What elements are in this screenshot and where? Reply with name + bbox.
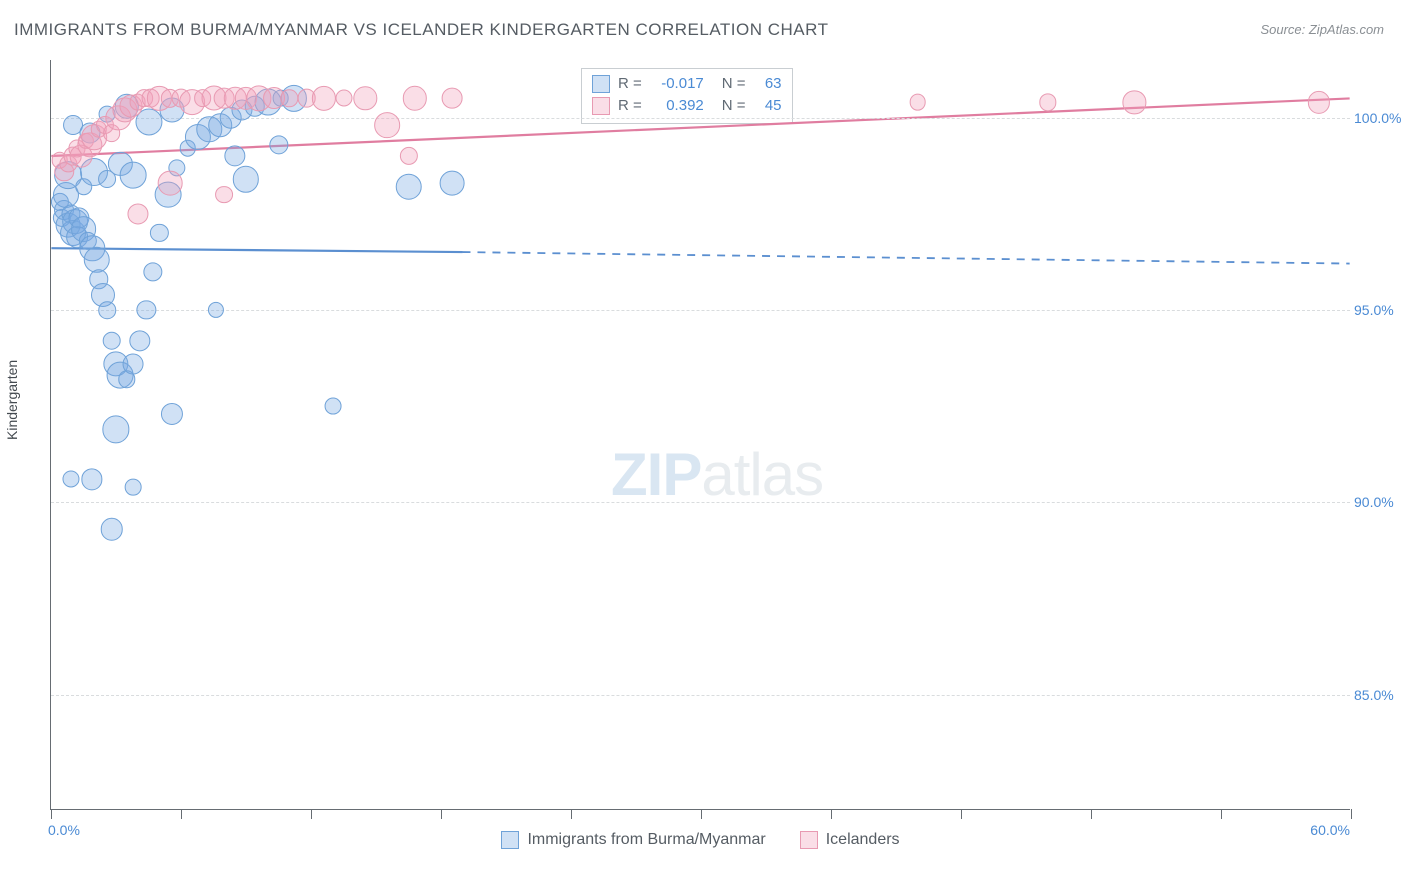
series-legend: Immigrants from Burma/Myanmar Icelanders xyxy=(51,831,1350,849)
data-point xyxy=(441,88,462,109)
gridline xyxy=(51,502,1350,503)
x-tick xyxy=(831,809,832,819)
x-tick xyxy=(961,809,962,819)
y-tick-label: 95.0% xyxy=(1354,302,1400,318)
legend-swatch xyxy=(501,831,519,849)
data-point xyxy=(335,90,352,107)
data-point xyxy=(123,353,144,374)
y-tick-label: 100.0% xyxy=(1354,110,1400,126)
gridline xyxy=(51,695,1350,696)
data-point xyxy=(102,331,121,350)
y-axis-title: Kindergarten xyxy=(4,360,20,440)
gridline xyxy=(51,310,1350,311)
x-tick xyxy=(181,809,182,819)
x-axis-label-max: 60.0% xyxy=(1310,822,1350,838)
data-point xyxy=(374,113,400,139)
plot-area: ZIPatlas R =-0.017N =63R =0.392N =45 Imm… xyxy=(50,60,1350,810)
x-axis-label-min: 0.0% xyxy=(48,822,80,838)
legend-label: Icelanders xyxy=(826,831,900,849)
legend-label: Immigrants from Burma/Myanmar xyxy=(527,831,765,849)
data-point xyxy=(909,94,926,111)
data-point xyxy=(395,174,422,201)
data-point xyxy=(127,203,148,224)
source-label: Source: ZipAtlas.com xyxy=(1260,22,1384,37)
data-point xyxy=(158,171,183,196)
data-point xyxy=(215,186,233,204)
x-tick xyxy=(1351,809,1352,819)
legend-swatch xyxy=(800,831,818,849)
data-point xyxy=(120,162,147,189)
legend-item: Icelanders xyxy=(800,831,900,849)
x-tick xyxy=(571,809,572,819)
legend-item: Immigrants from Burma/Myanmar xyxy=(501,831,765,849)
x-tick xyxy=(441,809,442,819)
data-point xyxy=(100,518,123,541)
data-point xyxy=(439,171,464,196)
data-point xyxy=(125,479,142,496)
chart-title: IMMIGRANTS FROM BURMA/MYANMAR VS ICELAND… xyxy=(14,20,828,40)
x-tick xyxy=(1091,809,1092,819)
x-tick xyxy=(701,809,702,819)
x-tick xyxy=(1221,809,1222,819)
y-tick-label: 90.0% xyxy=(1354,494,1400,510)
data-point xyxy=(62,471,79,488)
x-tick xyxy=(311,809,312,819)
data-point xyxy=(99,301,117,319)
x-tick xyxy=(51,809,52,819)
data-point xyxy=(324,398,341,415)
y-tick-label: 85.0% xyxy=(1354,687,1400,703)
